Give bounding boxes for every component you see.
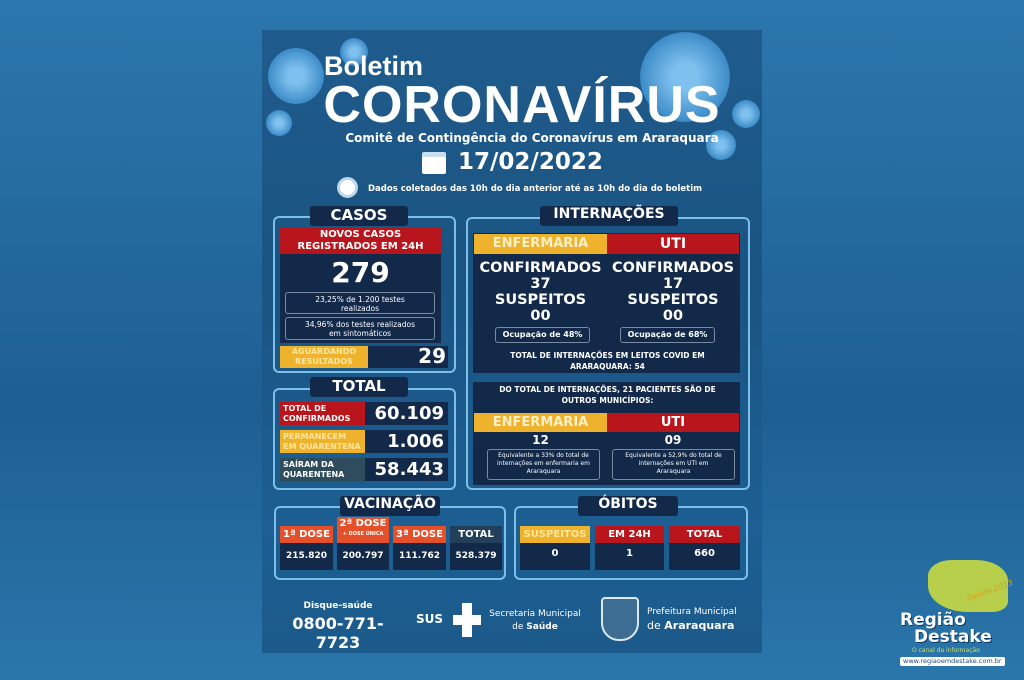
total-label: TOTAL DE CONFIRMADOS [280,402,365,425]
deaths-24h-label: EM 24H [595,526,664,543]
calendar-icon [422,152,446,174]
ward-occupancy: Ocupação de 48% [495,327,590,343]
dose2-sub: + DOSE ÚNICA [342,531,384,537]
suspect-label: SUSPEITOS [494,292,587,308]
secretariat-name: Saúde [526,622,558,632]
watermark-tagline: O canal da informação [912,647,980,654]
other-icu-header: UTI [607,413,739,432]
total-hospitalizations: TOTAL DE INTERNAÇÕES EM LEITOS COVID EM … [510,351,705,371]
other-ward-value: 12 [532,433,549,447]
watermark-name: Região Destake [900,612,992,646]
icu-stats: CONFIRMADOS 17 SUSPEITOS 00 [607,260,739,324]
casos-title: CASOS [310,206,408,226]
watermark-name1: Região [900,610,966,630]
virus-icon [640,32,730,122]
deaths-24h-value: 1 [595,543,664,570]
ward-header: ENFERMARIA [474,234,607,254]
phone-number[interactable]: 0800-771-7723 [292,614,384,652]
vaccine-total-value: 528.379 [450,543,502,570]
watermark-url: www.regiaoemdestake.com.br [900,657,1005,666]
other-icu-note: Equivalente a 52,9% do total de internaç… [612,449,735,480]
page-title: CORONAVÍRUS [323,76,721,134]
city-hall-name: Araraquara [664,619,735,632]
new-cases-value: 279 [331,256,390,289]
internacoes-title: INTERNAÇÕES [540,206,678,226]
confirmed-label: CONFIRMADOS [611,260,735,276]
dose1-label: 1ª DOSE [280,526,333,543]
dose1-value: 215.820 [280,543,333,570]
virus-icon [706,130,736,160]
subtitle: Comitê de Contingência do Coronavírus em… [345,131,719,145]
suspect-label: SUSPEITOS [627,292,719,308]
confirmed-label: CONFIRMADOS [479,260,602,276]
ward-stats: CONFIRMADOS 37 SUSPEITOS 00 [474,260,607,324]
data-collection-note: Dados coletados das 10h do dia anterior … [368,184,703,194]
other-ward-header: ENFERMARIA [474,413,607,432]
virus-icon [266,110,292,136]
vaccine-total-label: TOTAL [450,526,502,543]
health-secretariat: Secretaria Municipal de Saúde [486,608,584,634]
total-value: 1.006 [365,430,448,453]
phone-label: Disque-saúde [303,601,373,611]
confirmed-value: 37 [530,276,551,292]
total-row: TOTAL DE CONFIRMADOS 60.109 [280,402,448,425]
city-crest-icon [601,597,639,641]
waiting-label: AGUARDANDO RESULTADOS [280,346,368,368]
deaths-suspect-value: 0 [520,543,590,570]
other-ward-note: Equivalente a 33% do total de internaçõe… [487,449,600,480]
waiting-value: 29 [418,344,446,368]
secretariat-line2: de Saúde [486,621,584,634]
total-row: PERMANECEM EM QUARENTENA 1.006 [280,430,448,453]
dose3-value: 111.762 [393,543,446,570]
city-hall: Prefeitura Municipal de Araraquara [647,606,747,633]
icu-header: UTI [607,234,739,254]
suspect-value: 00 [662,308,684,324]
total-title: TOTAL [310,377,408,397]
city-hall-line1: Prefeitura Municipal [647,607,737,617]
virus-icon [732,100,760,128]
total-label: PERMANECEM EM QUARENTENA [280,430,365,453]
deaths-total-value: 660 [669,543,740,570]
bulletin-date: 17/02/2022 [458,149,603,175]
confirmed-value: 17 [662,276,684,292]
total-value: 60.109 [365,402,448,425]
total-row: SAÍRAM DA QUARENTENA 58.443 [280,458,448,481]
sus-logo-text: SUS [416,612,444,626]
clock-icon [337,177,358,198]
dose2-label: 2ª DOSE [339,518,387,529]
secretariat-line1: Secretaria Municipal [489,609,581,619]
vacinacao-title: VACINAÇÃO [340,496,440,516]
dose3-label: 3ª DOSE [393,526,446,543]
new-cases-label: NOVOS CASOS REGISTRADOS EM 24H [280,228,441,254]
city-hall-prefix: de [647,619,665,632]
symptomatic-note: 34,96% dos testes realizados em sintomát… [285,317,435,340]
total-value: 58.443 [365,458,448,481]
obitos-title: ÓBITOS [578,496,678,516]
internacoes-box [473,233,740,373]
suspect-value: 00 [530,308,551,324]
city-hall-line2: de Araraquara [647,619,747,633]
deaths-total-label: TOTAL [669,526,740,543]
secretariat-prefix: de [512,622,527,632]
virus-icon [268,48,324,104]
virus-icon [340,38,368,66]
dose2-header: 2ª DOSE + DOSE ÚNICA [337,517,389,543]
watermark-map-logo [928,560,1008,612]
sus-cross-icon [453,603,481,637]
other-icu-value: 09 [664,433,682,447]
deaths-suspect-label: SUSPEITOS [520,526,590,543]
watermark-name2: Destake [914,627,992,647]
icu-occupancy: Ocupação de 68% [620,327,715,343]
other-cities-box [473,382,740,485]
total-label: SAÍRAM DA QUARENTENA [280,458,365,481]
dose2-value: 200.797 [337,543,389,570]
bulletin-prefix: Boletim [324,51,424,81]
other-cities-header: DO TOTAL DE INTERNAÇÕES, 21 PACIENTES SÃ… [499,385,716,405]
tests-note: 23,25% de 1.200 testes realizados [285,292,435,314]
